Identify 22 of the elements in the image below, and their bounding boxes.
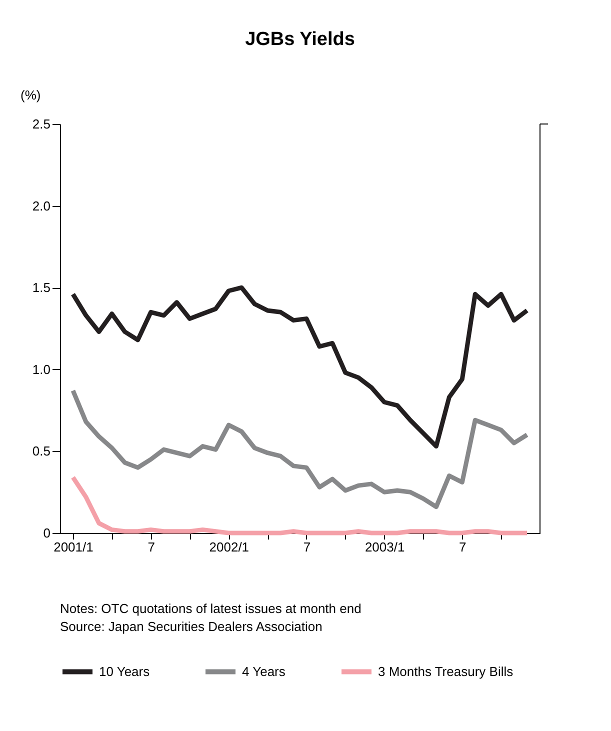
legend-label: 3 Months Treasury Bills [378, 664, 514, 679]
text: Notes: OTC quotations of latest issues at month end [60, 601, 362, 616]
line-series [70, 285, 530, 449]
x-tick-label: 2003/1 [364, 540, 405, 554]
x-tick-label: 7 [148, 540, 155, 554]
x-tick-label: 2001/1 [54, 540, 94, 554]
y-tick-label: 1.0 [32, 362, 50, 377]
x-tick-label: 7 [303, 540, 311, 554]
y-tick-label: 2.0 [32, 198, 50, 214]
line-series [70, 388, 530, 510]
y-tick-label: 0.5 [32, 444, 50, 459]
y-tick-label: 0 [43, 526, 50, 540]
legend-label: 4 Years [242, 664, 286, 679]
x-tick-label: 2002/1 [209, 540, 250, 554]
source-note: Source: Japan Securities Dealers Association [60, 619, 322, 634]
line-series [70, 475, 530, 536]
legend-label: 10 Years [99, 664, 150, 679]
y-tick-label: 1.5 [32, 280, 50, 296]
y-axis-title: (%) [20, 88, 41, 102]
y-tick-label: 2.5 [32, 116, 50, 132]
x-tick-label: 7 [459, 540, 466, 554]
chart-title: JGBs Yields [245, 29, 355, 50]
